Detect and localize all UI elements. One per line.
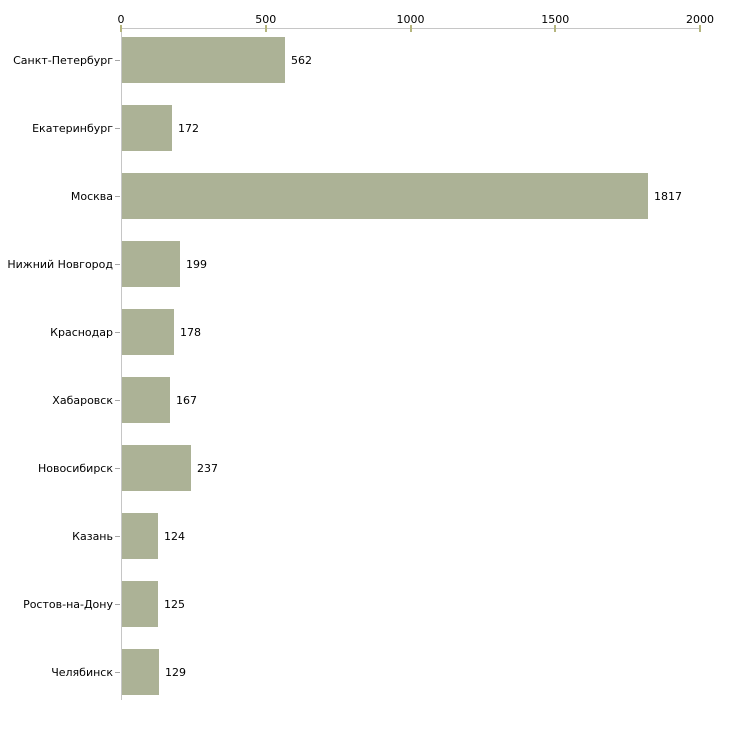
x-tick-mark (554, 25, 557, 32)
category-label: Новосибирск (37, 461, 113, 475)
x-tick-label: 1000 (396, 13, 425, 26)
bar-5 (122, 309, 174, 355)
x-tick-label: 1500 (541, 13, 570, 26)
value-label: 1817 (654, 189, 682, 203)
y-tick-mark (115, 400, 120, 401)
value-label: 562 (291, 53, 312, 67)
x-tick-label: 500 (255, 13, 277, 26)
category-label: Краснодар (50, 325, 113, 339)
value-label: 167 (176, 393, 197, 407)
value-label: 199 (186, 257, 207, 271)
bar-3 (122, 173, 648, 219)
value-label: 172 (178, 121, 199, 135)
bar-6 (122, 377, 170, 423)
y-tick-mark (115, 128, 120, 129)
bar-7 (122, 445, 191, 491)
x-tick-mark (699, 25, 701, 32)
value-label: 124 (164, 529, 185, 543)
value-label: 237 (197, 461, 218, 475)
bar-1 (122, 37, 285, 83)
y-tick-mark (115, 536, 120, 537)
y-tick-mark (115, 672, 120, 673)
y-tick-mark (115, 196, 120, 197)
value-label: 125 (164, 597, 185, 611)
category-label: Хабаровск (52, 393, 113, 407)
value-label: 129 (165, 665, 186, 679)
bar-2 (122, 105, 172, 151)
bar-4 (122, 241, 180, 287)
y-tick-mark (115, 468, 120, 469)
y-axis-line (121, 28, 122, 700)
value-label: 178 (180, 325, 201, 339)
x-tick-label: 0 (117, 13, 125, 26)
category-label: Екатеринбург (32, 121, 113, 135)
x-tick-mark (409, 25, 412, 32)
y-tick-mark (115, 264, 120, 265)
y-tick-mark (115, 60, 120, 61)
bar-8 (122, 513, 158, 559)
y-tick-mark (115, 604, 120, 605)
bar-10 (122, 649, 159, 695)
y-tick-mark (115, 332, 120, 333)
category-label: Санкт-Петербург (13, 53, 113, 67)
x-tick-label: 2000 (686, 13, 714, 26)
bar-9 (122, 581, 158, 627)
category-label: Челябинск (51, 665, 113, 679)
x-tick-mark (120, 25, 122, 32)
category-label: Казань (72, 529, 113, 543)
x-tick-mark (264, 25, 267, 32)
category-label: Ростов-на-Дону (23, 597, 113, 611)
category-label: Нижний Новгород (7, 257, 113, 271)
category-label: Москва (70, 189, 113, 203)
